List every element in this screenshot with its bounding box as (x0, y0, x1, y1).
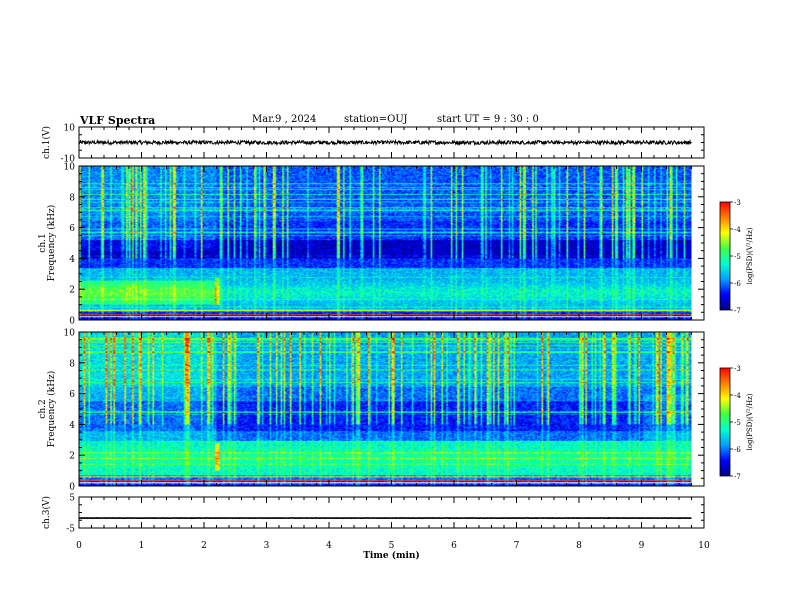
station-label: station=OUJ (344, 114, 408, 125)
ch2-spectrogram-colorbar-tick-label: -4 (734, 392, 741, 400)
ch1-spectrogram-ytick-label: 4 (69, 255, 75, 265)
ch2-spectrogram-colorbar-tick-label: -3 (734, 365, 741, 373)
x-tick-label: 9 (639, 541, 645, 551)
x-tick-label: 4 (326, 541, 332, 551)
x-tick-label: 0 (76, 541, 82, 551)
x-tick-label: 5 (389, 541, 395, 551)
colorbar-layer: -3 -4 -5 -6 -7 log(PSD)(V²/Hz) -3 -4 -5 -6 -7 log(P… (719, 199, 754, 481)
x-axis-label: Time (min) (363, 550, 420, 561)
x-tick-label: 7 (514, 541, 520, 551)
ch1-waveform-ytick-label: 10 (64, 124, 76, 134)
ch3-waveform-ylabel: ch.3(V) (41, 496, 52, 529)
ch1-spectrogram-ytick-label: 2 (69, 286, 75, 296)
ch1-spectrogram-ytick-label: 6 (69, 224, 75, 234)
ch1-spectrogram-colorbar-tick-label: -3 (734, 199, 741, 207)
ch1-spectrogram-ylabel: Frequency (kHz) (46, 205, 57, 282)
ch2-spectrogram-ytick-label: 6 (69, 390, 75, 400)
x-tick-label: 1 (139, 541, 145, 551)
start-time-label: start UT = 9 : 30 : 0 (437, 114, 539, 125)
ch2-spectrogram-ytick-label: 10 (64, 329, 76, 339)
ch2-spectrogram-image (79, 332, 704, 486)
ch3-waveform-ytick-label: 5 (69, 494, 75, 504)
ch1-spectrogram-empty-region (691, 166, 704, 320)
ch1-spectrogram-colorbar-tick-label: -4 (734, 226, 741, 234)
x-tick-label: 10 (698, 541, 710, 551)
ch2-spectrogram-colorbar-tick-label: -6 (734, 446, 741, 454)
ch1-spectrogram-colorbar-label: log(PSD)(V²/Hz) (746, 227, 754, 284)
ch2-spectrogram-ytick-label: 4 (69, 421, 75, 431)
waveform-layer (78, 138, 692, 520)
ch2-spectrogram-ytick-label: 0 (69, 483, 75, 493)
ch2-spectrogram-colorbar-tick-label: -5 (734, 419, 741, 427)
ch1-spectrogram-ytick-label: 10 (64, 163, 76, 173)
ch1-waveform-ylabel: ch.1(V) (41, 126, 52, 159)
ch2-spectrogram-ytick-label: 8 (69, 359, 75, 369)
x-tick-label: 8 (576, 541, 582, 551)
x-tick-label: 3 (264, 541, 270, 551)
date-label: Mar.9 , 2024 (252, 114, 317, 125)
spectrogram-layer (79, 166, 704, 486)
ch2-spectrogram-ylabel: ch.2 (38, 399, 48, 418)
ch1-spectrogram-ylabel: ch.1 (38, 233, 48, 252)
ch1-spectrogram-colorbar (719, 201, 731, 311)
ch1-spectrogram-ytick-label: 8 (69, 193, 75, 203)
figure-title: VLF Spectra (80, 114, 156, 127)
x-tick-label: 6 (451, 541, 457, 551)
ch2-spectrogram-colorbar-tick-label: -7 (734, 473, 741, 481)
ch2-spectrogram-empty-region (691, 332, 704, 486)
ch2-spectrogram-colorbar-label: log(PSD)(V²/Hz) (746, 393, 754, 450)
ch3-waveform-ytick-label: -5 (66, 525, 75, 535)
ch1-spectrogram-colorbar-tick-label: -5 (734, 253, 741, 261)
x-tick-label: 2 (201, 541, 207, 551)
ch1-waveform-ytick-label: -10 (61, 155, 76, 165)
ch1-waveform-trace (78, 138, 692, 147)
ch2-spectrogram-colorbar (719, 367, 731, 477)
ch2-spectrogram-ytick-label: 2 (69, 452, 75, 462)
ch1-spectrogram-image (79, 166, 704, 320)
ch1-spectrogram-colorbar-tick-label: -6 (734, 280, 741, 288)
ch1-spectrogram-colorbar-tick-label: -7 (734, 307, 741, 315)
ch1-spectrogram-ytick-label: 0 (69, 317, 75, 327)
ch2-spectrogram-ylabel: Frequency (kHz) (46, 371, 57, 448)
